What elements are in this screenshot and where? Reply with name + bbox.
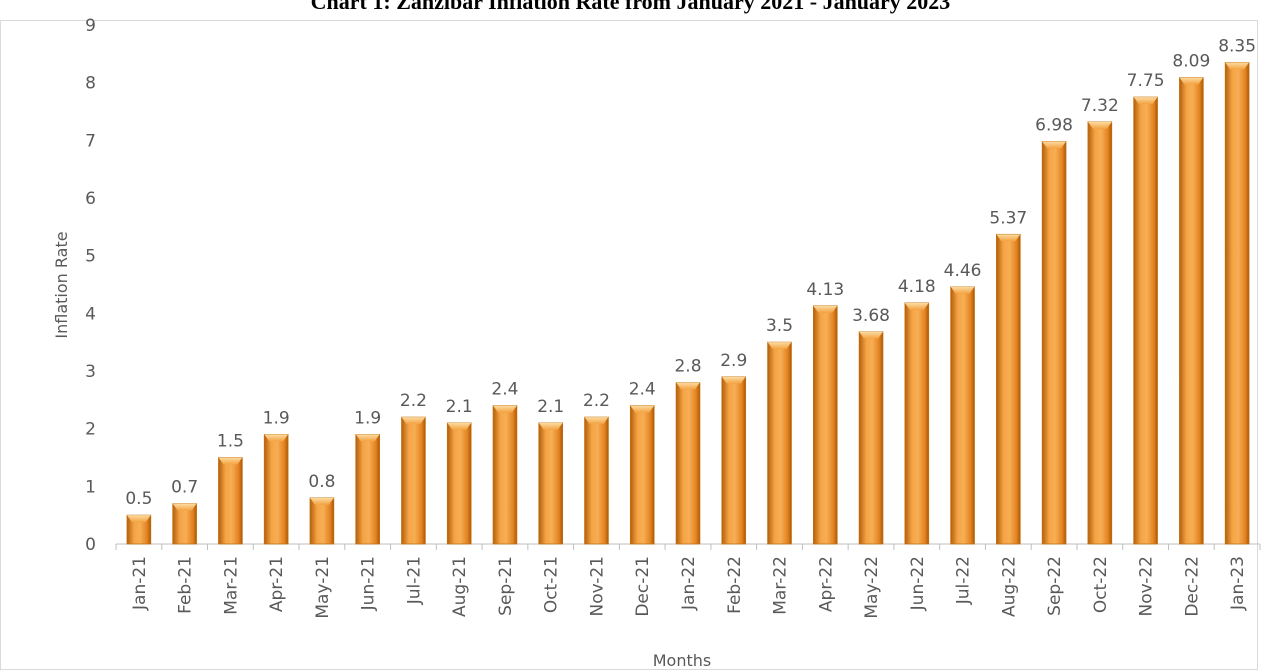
data-label: 2.8 xyxy=(674,357,701,377)
bar xyxy=(309,497,335,545)
data-label: 5.37 xyxy=(989,208,1027,228)
x-tick-label: Feb-22 xyxy=(725,556,745,614)
data-label: 0.7 xyxy=(171,478,198,498)
x-tick-label: Oct-21 xyxy=(542,556,562,613)
bar xyxy=(950,286,975,545)
x-tick-label: Jul-22 xyxy=(954,556,974,605)
data-label: 4.18 xyxy=(898,277,936,297)
bars xyxy=(126,62,1250,545)
data-label: 8.35 xyxy=(1218,36,1256,56)
x-axis: Jan-21 Feb-21 Mar-21 Apr-21 May-21 Jun-21 Jul-… xyxy=(115,543,1261,619)
x-tick-label: Aug-22 xyxy=(999,556,1019,617)
data-label: 2.9 xyxy=(720,351,747,371)
y-tick-label: 2 xyxy=(85,420,96,440)
y-axis-title: Inflation Rate xyxy=(52,231,71,338)
bar xyxy=(812,305,838,545)
data-labels: 0.5 0.7 1.5 1.9 0.8 1.9 2.2 2.1 2.4 2.1 2.2 2.4 2.8 2… xyxy=(125,36,1256,509)
bar xyxy=(126,514,152,545)
data-label: 2.1 xyxy=(537,397,564,417)
bar xyxy=(1224,62,1250,545)
bar xyxy=(492,405,518,545)
bar xyxy=(218,457,243,545)
bar xyxy=(172,503,197,545)
x-tick-label: Jan-22 xyxy=(679,556,699,611)
x-tick-label: Dec-21 xyxy=(633,556,653,617)
data-label: 4.46 xyxy=(944,261,982,281)
x-tick-label: Jan-23 xyxy=(1228,556,1248,611)
x-tick-label: Nov-22 xyxy=(1137,556,1157,617)
data-label: 3.68 xyxy=(852,306,890,326)
bar xyxy=(675,382,701,545)
bar xyxy=(1179,77,1204,545)
y-tick-label: 5 xyxy=(85,247,96,267)
y-tick-label: 7 xyxy=(85,131,96,151)
x-tick-label: Sep-21 xyxy=(496,556,516,616)
data-label: 7.75 xyxy=(1127,71,1165,91)
y-tick-label: 1 xyxy=(85,477,96,497)
x-tick-label: Apr-22 xyxy=(816,556,836,612)
x-tick-label: Jan-21 xyxy=(130,556,150,611)
bar xyxy=(858,331,884,545)
data-label: 2.4 xyxy=(629,380,656,400)
y-tick-label: 9 xyxy=(85,16,96,36)
data-label: 6.98 xyxy=(1035,115,1073,135)
x-tick-label: Nov-21 xyxy=(587,556,607,617)
data-label: 4.13 xyxy=(806,280,844,300)
data-label: 2.4 xyxy=(491,380,518,400)
bar xyxy=(721,376,747,545)
x-tick-label: Mar-22 xyxy=(771,556,791,615)
x-tick-label: Feb-21 xyxy=(176,556,196,614)
y-tick-label: 3 xyxy=(85,362,96,382)
bar xyxy=(629,405,655,545)
data-label: 0.8 xyxy=(308,472,335,492)
x-tick-label: May-21 xyxy=(313,556,333,619)
data-label: 7.32 xyxy=(1081,96,1119,116)
data-label: 2.2 xyxy=(583,391,610,411)
chart-frame xyxy=(0,20,1258,670)
bar xyxy=(401,416,426,545)
bar xyxy=(996,233,1021,545)
y-axis: 0 1 2 3 4 5 6 7 8 9 xyxy=(85,16,96,555)
data-label: 0.5 xyxy=(125,489,152,509)
x-tick-label: May-22 xyxy=(862,556,882,619)
data-label: 1.9 xyxy=(263,408,290,428)
bar xyxy=(263,434,289,545)
y-tick-label: 6 xyxy=(85,189,96,209)
bar xyxy=(355,434,380,545)
y-tick-label: 8 xyxy=(85,74,96,94)
x-tick-label: Jul-21 xyxy=(404,556,424,605)
bar xyxy=(538,422,564,545)
y-tick-label: 0 xyxy=(85,535,96,555)
data-label: 1.5 xyxy=(217,432,244,452)
data-label: 1.9 xyxy=(354,408,381,428)
bar xyxy=(904,302,930,545)
bar xyxy=(767,341,792,545)
data-label: 2.1 xyxy=(446,397,473,417)
x-tick-label: Sep-22 xyxy=(1045,556,1065,616)
bar xyxy=(584,416,609,545)
x-tick-label: Oct-22 xyxy=(1091,556,1111,613)
bar xyxy=(1041,141,1067,545)
x-tick-label: Aug-21 xyxy=(450,556,470,617)
x-tick-label: Mar-21 xyxy=(221,556,241,615)
x-tick-label: Dec-22 xyxy=(1182,556,1202,617)
x-tick-label: Jun-21 xyxy=(359,556,379,611)
x-tick-label: Jun-22 xyxy=(908,556,928,611)
x-tick-label: Apr-21 xyxy=(267,556,287,612)
bar xyxy=(1133,96,1158,545)
y-tick-label: 4 xyxy=(85,304,96,324)
data-label: 8.09 xyxy=(1172,51,1210,71)
bar xyxy=(1087,121,1113,545)
chart-title: Chart 1: Zanzibar Inflation Rate from Ja… xyxy=(310,0,951,14)
bar xyxy=(446,422,472,545)
x-axis-title: Months xyxy=(653,651,711,670)
data-label: 2.2 xyxy=(400,391,427,411)
data-label: 3.5 xyxy=(766,316,793,336)
